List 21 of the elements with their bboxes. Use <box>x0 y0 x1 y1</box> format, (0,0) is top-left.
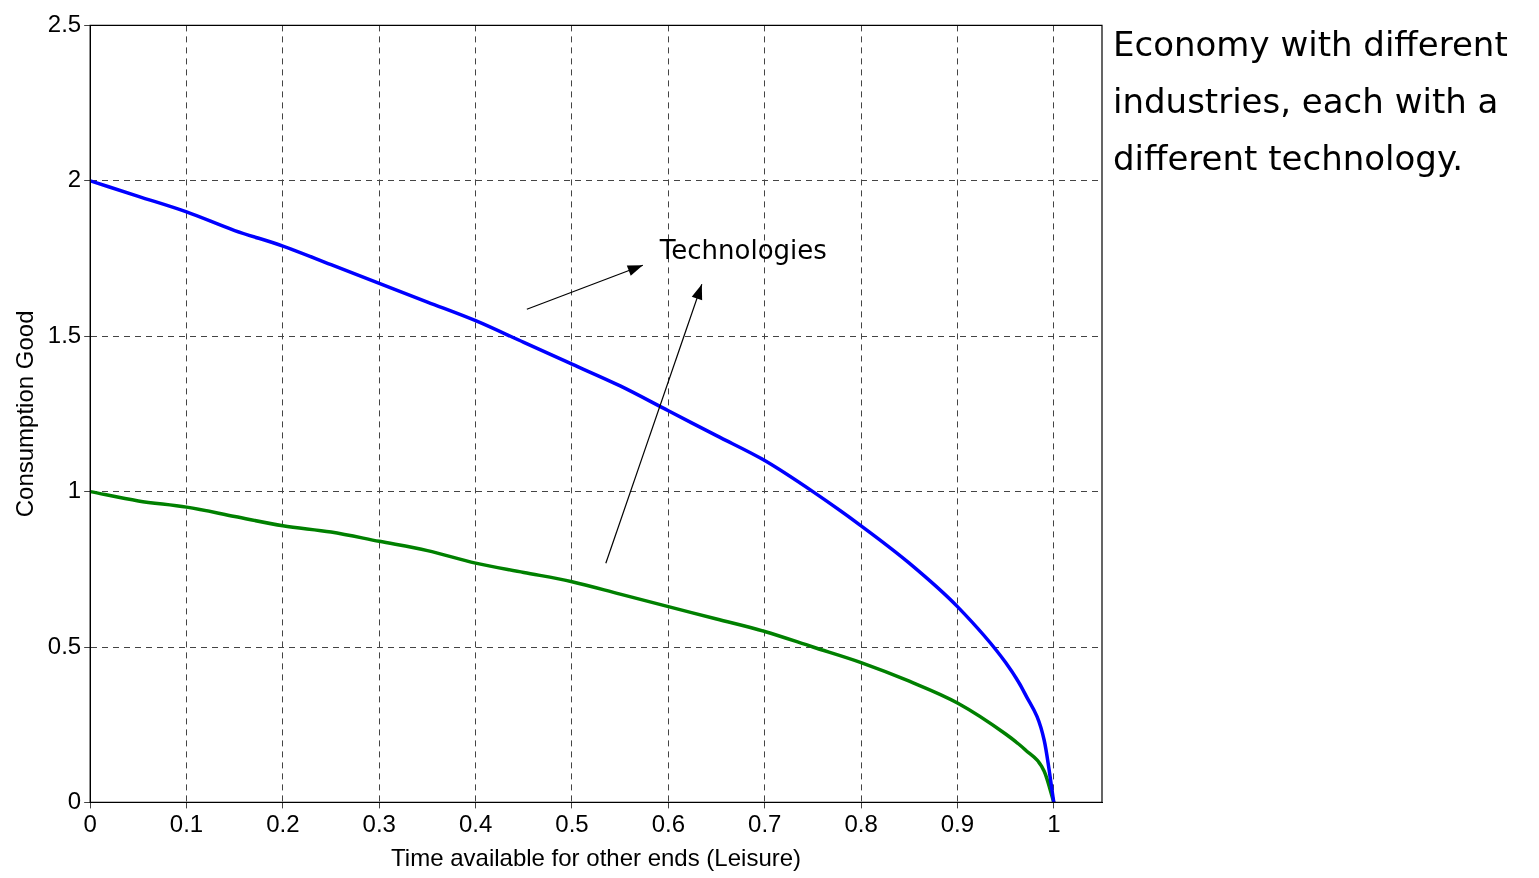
x-tick-label: 0.5 <box>555 810 589 838</box>
x-tick-label: 0.1 <box>169 810 204 838</box>
x-tick-label: 0.6 <box>651 810 686 838</box>
y-tick-label: 0 <box>67 787 82 815</box>
x-tick-label: 0.3 <box>362 810 396 838</box>
x-axis-title: Time available for other ends (Leisure) <box>391 844 802 872</box>
x-tick-label: 1 <box>1047 810 1061 838</box>
x-tick-label: 0.8 <box>844 810 878 838</box>
x-tick-label: 0.4 <box>458 810 493 838</box>
y-tick-label: 0.5 <box>47 631 82 659</box>
line-series <box>90 179 1056 803</box>
y-tick-label: 2.5 <box>47 10 82 38</box>
y-tick-label: 2 <box>67 165 82 193</box>
text: Economy with different industries, each with a different technology. <box>1113 23 1509 180</box>
x-tick-label: 0.9 <box>940 810 975 838</box>
annotation: Technologies <box>658 235 827 266</box>
y-tick-label: 1 <box>67 476 82 504</box>
y-axis-title: Consumption Good <box>11 310 39 518</box>
x-tick-label: 0.7 <box>748 810 782 838</box>
y-tick-label: 1.5 <box>47 320 82 348</box>
x-tick-label: 0.2 <box>266 810 300 838</box>
